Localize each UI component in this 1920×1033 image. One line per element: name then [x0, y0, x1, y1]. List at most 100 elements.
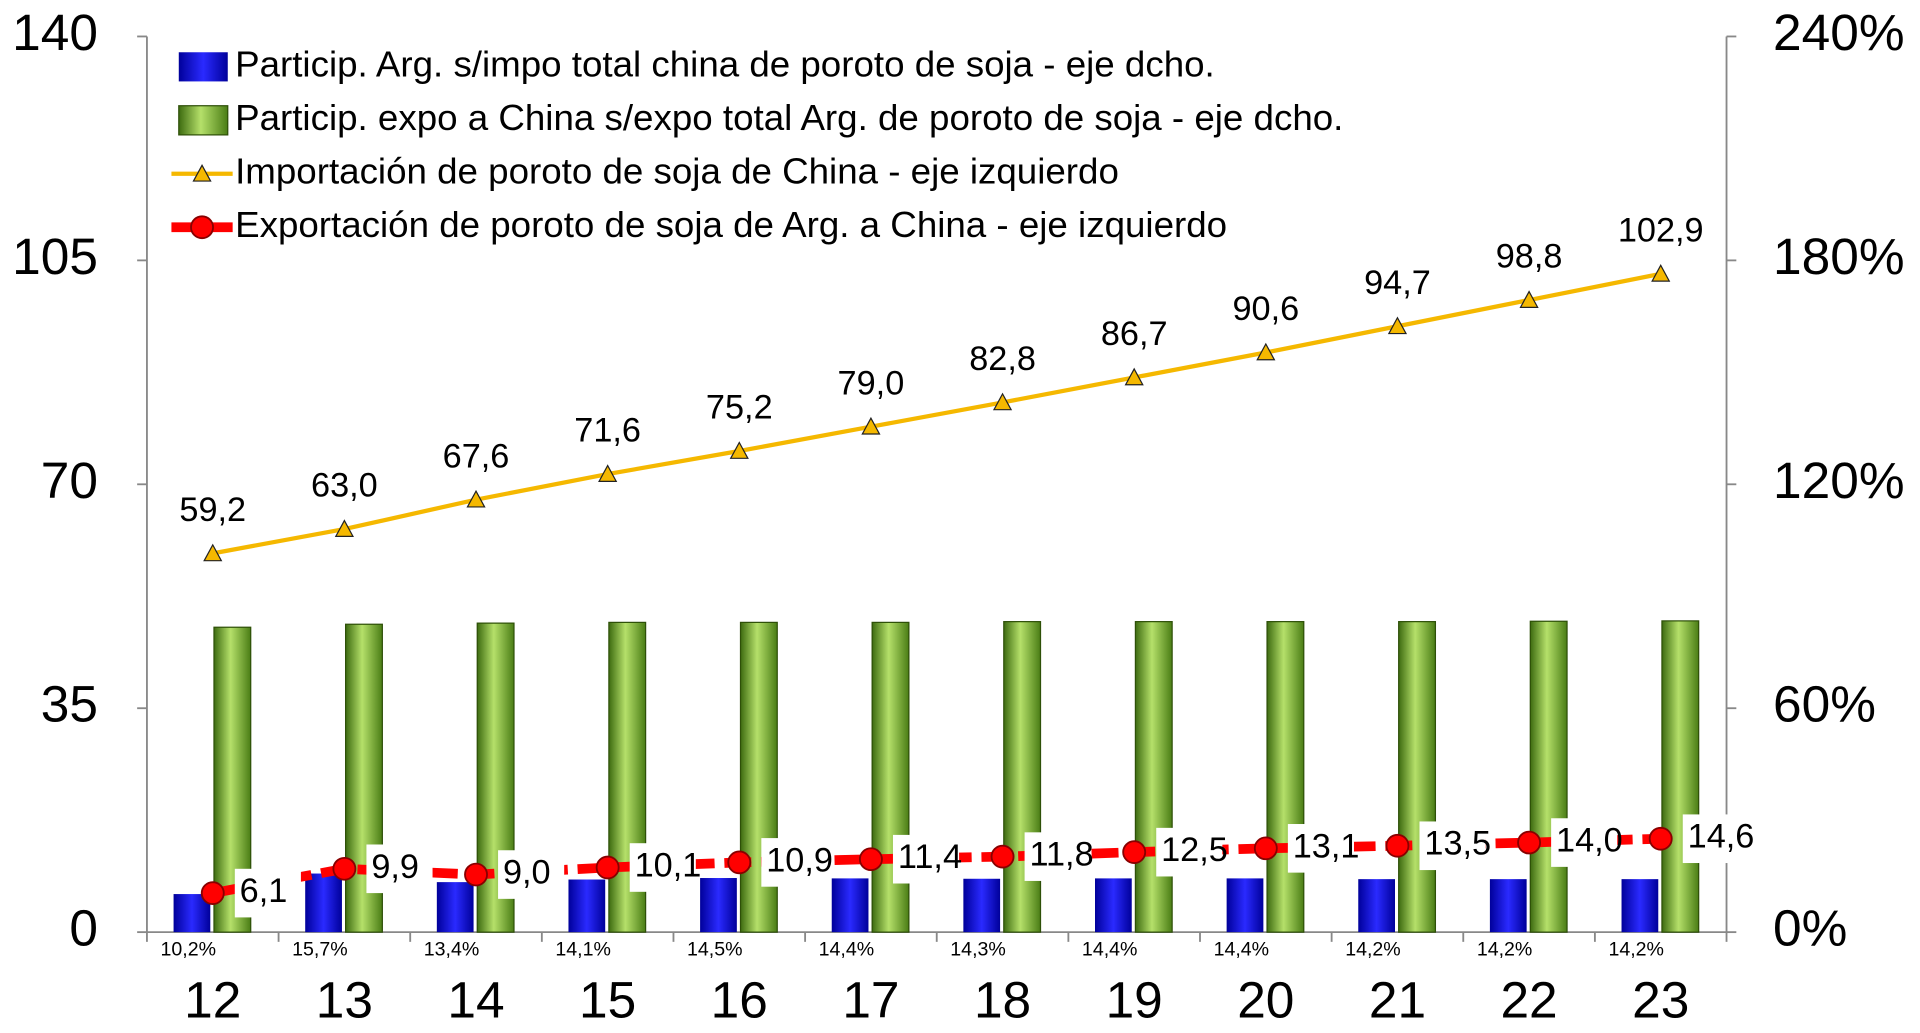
legend-swatch — [178, 105, 229, 136]
bar-value-label: 14,2% — [1608, 939, 1664, 961]
bar — [436, 882, 474, 933]
legend-label: Importación de poroto de soja de China -… — [235, 151, 1119, 192]
legend-label: Exportación de poroto de soja de Arg. a … — [235, 204, 1227, 245]
bar-value-label: 14,3% — [950, 939, 1006, 961]
marker — [990, 844, 1015, 869]
bar — [871, 621, 910, 933]
marker — [729, 441, 749, 459]
marker — [200, 881, 225, 905]
marker — [1124, 367, 1144, 386]
y-tick-label: 105 — [12, 228, 98, 285]
bar-value-label: 14,4% — [1214, 939, 1270, 961]
legend-swatch — [178, 52, 228, 82]
line — [211, 833, 1661, 898]
bar — [700, 878, 737, 933]
value-label: 82,8 — [969, 340, 1036, 378]
bar — [305, 873, 342, 933]
bar — [1266, 621, 1305, 933]
label-background — [1419, 821, 1486, 871]
y-tick-label: 35 — [41, 676, 98, 733]
legend-marker — [192, 163, 212, 182]
marker — [1519, 290, 1539, 308]
bar — [1489, 879, 1527, 933]
bar — [1134, 621, 1173, 933]
bar — [1003, 621, 1042, 933]
marker — [466, 489, 486, 508]
x-tick-label: 19 — [1106, 971, 1163, 1028]
y-tick-label: 70 — [41, 452, 98, 509]
marker — [1648, 826, 1673, 851]
value-label: 9,9 — [371, 848, 419, 886]
bar — [213, 626, 252, 933]
value-label: 98,8 — [1496, 238, 1563, 276]
x-tick-label: 21 — [1369, 971, 1426, 1028]
value-label: 14,0 — [1556, 822, 1623, 860]
label-background — [1551, 818, 1618, 867]
bar — [1095, 878, 1132, 933]
y2-tick-label: 120% — [1773, 452, 1904, 509]
bar-value-label: 10,2% — [161, 939, 217, 961]
label-background — [498, 850, 565, 899]
marker — [1122, 840, 1147, 865]
marker — [1256, 342, 1276, 361]
line — [212, 271, 1662, 556]
x-tick-label: 14 — [447, 971, 504, 1028]
marker — [1517, 830, 1542, 855]
marker — [1253, 836, 1278, 861]
value-label: 63,0 — [311, 467, 378, 505]
bar-value-label: 14,4% — [819, 939, 875, 961]
marker — [595, 855, 620, 880]
bar — [1398, 621, 1437, 933]
value-label: 94,7 — [1364, 264, 1431, 302]
bar — [1529, 620, 1568, 933]
value-label: 6,1 — [240, 872, 288, 910]
x-tick-label: 16 — [711, 971, 768, 1028]
x-tick-label: 22 — [1500, 971, 1557, 1028]
y2-tick-label: 0% — [1773, 900, 1847, 957]
marker — [598, 464, 618, 482]
y2-tick-label: 240% — [1773, 4, 1904, 61]
label-background — [366, 844, 433, 894]
label-background — [1682, 814, 1749, 864]
x-tick-label: 18 — [974, 971, 1031, 1028]
value-label: 86,7 — [1101, 315, 1168, 353]
y2-tick-label: 60% — [1773, 676, 1876, 733]
marker — [334, 519, 354, 537]
value-label: 12,5 — [1161, 831, 1228, 869]
label-background — [234, 868, 301, 918]
x-tick-label: 15 — [579, 971, 636, 1028]
bar-value-label: 14,2% — [1345, 939, 1401, 961]
marker — [1387, 316, 1408, 335]
marker — [861, 416, 881, 435]
value-label: 11,8 — [1029, 836, 1093, 874]
marker — [464, 862, 488, 887]
value-label: 71,6 — [574, 412, 641, 450]
bar-value-label: 14,1% — [555, 939, 611, 961]
value-label: 10,1 — [635, 847, 702, 885]
value-label: 14,6 — [1688, 818, 1755, 856]
bar-value-label: 14,4% — [1082, 939, 1138, 961]
x-tick-label: 23 — [1632, 971, 1689, 1028]
bar — [1621, 879, 1659, 933]
value-label: 102,9 — [1618, 212, 1704, 250]
bar-value-label: 15,7% — [292, 939, 348, 961]
label-background — [629, 843, 696, 892]
label-background — [1156, 827, 1223, 877]
bar-value-label: 14,5% — [687, 939, 743, 961]
value-label: 9,0 — [503, 854, 551, 892]
legend-marker — [190, 215, 214, 240]
value-label: 13,1 — [1293, 827, 1360, 865]
bar — [1226, 878, 1264, 933]
legend-label: Particip. expo a China s/expo total Arg.… — [235, 97, 1343, 138]
bar-value-label: 13,4% — [424, 939, 480, 961]
x-tick-label: 13 — [316, 971, 373, 1028]
label-background — [892, 834, 960, 884]
bar — [831, 878, 869, 933]
value-label: 59,2 — [179, 491, 246, 529]
label-background — [1024, 832, 1091, 881]
marker — [1651, 264, 1671, 282]
marker — [1385, 833, 1410, 858]
label-background — [1287, 824, 1354, 873]
bar — [963, 878, 1001, 933]
